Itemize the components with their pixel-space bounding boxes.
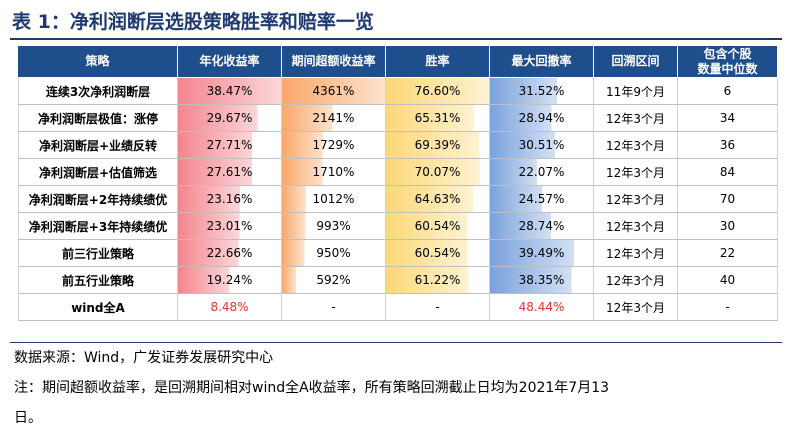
excess-return-cell: 2141%	[282, 105, 386, 132]
strategy-table: 策略 年化收益率 期间超额收益率 胜率 最大回撤率 回溯区间 包含个股 数量中位数…	[18, 46, 778, 321]
win-rate-cell: 76.60%	[386, 78, 490, 105]
table-row: 净利润断层+3年持续绩优 23.01% 993% 60.54% 28.74% 12年3个月…	[18, 213, 778, 240]
stock-count-cell: 84	[678, 159, 778, 186]
max-drawdown-cell: 48.44%	[490, 294, 594, 321]
max-drawdown-cell: 28.74%	[490, 213, 594, 240]
strategy-name-cell: 净利润断层+业绩反转	[18, 132, 178, 159]
win-rate-cell: 64.63%	[386, 186, 490, 213]
win-rate-cell: 65.31%	[386, 105, 490, 132]
table-row: 前三行业策略 22.66% 950% 60.54% 39.49% 12年3个月 22	[18, 240, 778, 267]
stock-count-cell: 30	[678, 213, 778, 240]
win-rate-cell: 69.39%	[386, 132, 490, 159]
win-rate-cell: 60.54%	[386, 213, 490, 240]
table-row: 净利润断层+业绩反转 27.71% 1729% 69.39% 30.51% 12年3个月 3…	[18, 132, 778, 159]
footnote-line-1: 注：期间超额收益率，是回溯期间相对wind全A收益率，所有策略回溯截止日均为20…	[14, 380, 610, 396]
stock-count-cell: 22	[678, 240, 778, 267]
stock-count-cell: 34	[678, 105, 778, 132]
annual-return-cell: 22.66%	[178, 240, 282, 267]
strategy-name-cell: 前五行业策略	[18, 267, 178, 294]
backtest-period-cell: 12年3个月	[594, 213, 678, 240]
annual-return-cell: 23.16%	[178, 186, 282, 213]
header-stock-count-line: 数量中位数	[697, 61, 758, 76]
win-rate-cell: 70.07%	[386, 159, 490, 186]
strategy-name-cell: 连续3次净利润断层	[18, 78, 178, 105]
excess-return-cell: -	[282, 294, 386, 321]
excess-return-cell: 592%	[282, 267, 386, 294]
annual-return-cell: 27.71%	[178, 132, 282, 159]
stock-count-cell: -	[678, 294, 778, 321]
header-annual-return: 年化收益率	[178, 46, 282, 78]
header-win-rate: 胜率	[386, 46, 490, 78]
max-drawdown-cell: 24.57%	[490, 186, 594, 213]
stock-count-cell: 36	[678, 132, 778, 159]
strategy-name-cell: 净利润断层极值：涨停	[18, 105, 178, 132]
table-row: 连续3次净利润断层 38.47% 4361% 76.60% 31.52% 11年9个月 6	[18, 78, 778, 105]
annual-return-cell: 23.01%	[178, 213, 282, 240]
annual-return-cell: 27.61%	[178, 159, 282, 186]
table-row: 净利润断层极值：涨停 29.67% 2141% 65.31% 28.94% 12年3个月 3…	[18, 105, 778, 132]
annual-return-cell: 38.47%	[178, 78, 282, 105]
header-excess-return: 期间超额收益率	[282, 46, 386, 78]
header-backtest-period: 回溯区间	[594, 46, 678, 78]
excess-return-cell: 1012%	[282, 186, 386, 213]
excess-return-cell: 4361%	[282, 78, 386, 105]
table-header-row: 策略 年化收益率 期间超额收益率 胜率 最大回撤率 回溯区间 包含个股 数量中位数	[18, 46, 778, 78]
table-row: 前五行业策略 19.24% 592% 61.22% 38.35% 12年3个月 40	[18, 267, 778, 294]
table-row: 净利润断层+2年持续绩优 23.16% 1012% 64.63% 24.57% 12年3个…	[18, 186, 778, 213]
backtest-period-cell: 12年3个月	[594, 132, 678, 159]
annual-return-cell: 8.48%	[178, 294, 282, 321]
title-divider	[10, 38, 782, 40]
max-drawdown-cell: 30.51%	[490, 132, 594, 159]
header-strategy: 策略	[18, 46, 178, 78]
stock-count-cell: 70	[678, 186, 778, 213]
annual-return-cell: 19.24%	[178, 267, 282, 294]
strategy-name-cell: 净利润断层+估值筛选	[18, 159, 178, 186]
source-note: 数据来源：Wind，广发证券发展研究中心	[14, 350, 274, 366]
max-drawdown-cell: 38.35%	[490, 267, 594, 294]
excess-return-cell: 950%	[282, 240, 386, 267]
stock-count-cell: 6	[678, 78, 778, 105]
backtest-period-cell: 12年3个月	[594, 159, 678, 186]
win-rate-cell: -	[386, 294, 490, 321]
strategy-name-cell: wind全A	[18, 294, 178, 321]
backtest-period-cell: 12年3个月	[594, 294, 678, 321]
win-rate-cell: 61.22%	[386, 267, 490, 294]
win-rate-cell: 60.54%	[386, 240, 490, 267]
backtest-period-cell: 12年3个月	[594, 240, 678, 267]
backtest-period-cell: 12年3个月	[594, 267, 678, 294]
title-bar: 表 1：净利润断层选股策略胜率和赔率一览	[0, 0, 790, 40]
note-divider	[10, 342, 782, 343]
backtest-period-cell: 12年3个月	[594, 186, 678, 213]
max-drawdown-cell: 22.07%	[490, 159, 594, 186]
max-drawdown-cell: 31.52%	[490, 78, 594, 105]
excess-return-cell: 1710%	[282, 159, 386, 186]
header-stock-count-line: 包含个股	[703, 46, 752, 61]
max-drawdown-cell: 28.94%	[490, 105, 594, 132]
strategy-name-cell: 净利润断层+2年持续绩优	[18, 186, 178, 213]
backtest-period-cell: 12年3个月	[594, 105, 678, 132]
header-stock-count: 包含个股 数量中位数	[678, 46, 778, 78]
table-row: 净利润断层+估值筛选 27.61% 1710% 70.07% 22.07% 12年3个月 8…	[18, 159, 778, 186]
header-max-drawdown: 最大回撤率	[490, 46, 594, 78]
table-title: 表 1：净利润断层选股策略胜率和赔率一览	[12, 11, 374, 33]
max-drawdown-cell: 39.49%	[490, 240, 594, 267]
strategy-name-cell: 前三行业策略	[18, 240, 178, 267]
strategy-name-cell: 净利润断层+3年持续绩优	[18, 213, 178, 240]
excess-return-cell: 1729%	[282, 132, 386, 159]
excess-return-cell: 993%	[282, 213, 386, 240]
stock-count-cell: 40	[678, 267, 778, 294]
backtest-period-cell: 11年9个月	[594, 78, 678, 105]
footnote-line-2: 日。	[14, 410, 42, 426]
annual-return-cell: 29.67%	[178, 105, 282, 132]
table-row: wind全A 8.48% - -48.44% 12年3个月 -	[18, 294, 778, 321]
